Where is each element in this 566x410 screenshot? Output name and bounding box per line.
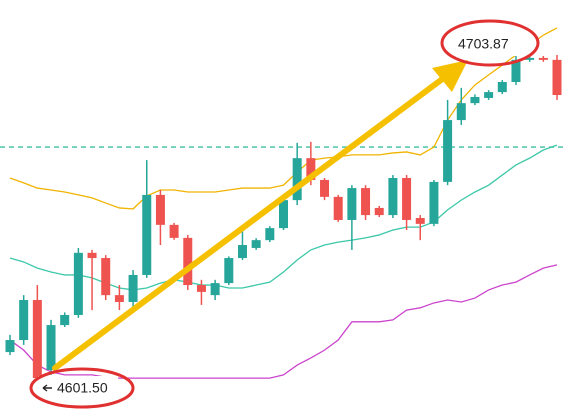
candle-body xyxy=(142,194,152,275)
candle-body xyxy=(443,120,453,182)
candle-body xyxy=(196,285,206,292)
indicator-line xyxy=(9,144,558,291)
low-label: 4601.50 xyxy=(57,380,108,396)
candle-body xyxy=(183,237,193,286)
plot xyxy=(0,27,566,380)
candle-body xyxy=(128,274,138,302)
candle-body xyxy=(210,283,220,296)
candle-body xyxy=(402,177,412,220)
candle-body xyxy=(538,57,548,60)
candle-body xyxy=(5,340,15,353)
candle-body xyxy=(19,300,29,341)
candle-body xyxy=(60,314,70,326)
candle-body xyxy=(374,207,384,216)
candle-body xyxy=(237,245,247,259)
label-bg xyxy=(450,32,536,56)
highlight-ellipse xyxy=(29,367,135,409)
candle-body xyxy=(333,196,343,220)
candle-body xyxy=(470,96,480,104)
candle-body xyxy=(497,82,507,93)
candle-body xyxy=(525,57,535,60)
candle-body xyxy=(456,103,466,121)
arrow-shaft xyxy=(52,74,448,371)
candle-body xyxy=(320,179,330,197)
candle-body xyxy=(87,252,97,259)
candle-body xyxy=(347,188,357,220)
candle-body xyxy=(46,325,56,370)
arrow-head xyxy=(432,60,468,92)
candle-body xyxy=(306,158,316,180)
candle-body xyxy=(251,240,261,248)
candle-body xyxy=(155,194,165,225)
candle-body xyxy=(224,258,234,284)
indicator-line xyxy=(9,27,558,210)
high-label: 4703.87 xyxy=(458,36,509,52)
candle-body xyxy=(511,59,521,82)
candle-body xyxy=(101,258,111,296)
candle-body xyxy=(429,181,439,224)
candle-body xyxy=(73,252,83,315)
candle-body xyxy=(292,158,302,201)
candle-body xyxy=(114,295,124,302)
candle-body xyxy=(484,92,494,98)
candle-body xyxy=(415,218,425,224)
highlight-ellipse xyxy=(440,19,540,67)
candle-body xyxy=(361,188,371,216)
candle-body xyxy=(388,177,398,216)
label-arrow xyxy=(42,384,52,392)
trend-arrow xyxy=(52,60,468,371)
candle-body xyxy=(279,200,288,229)
candle-body xyxy=(32,300,42,379)
candle-body xyxy=(169,224,179,238)
candle-body xyxy=(265,228,275,241)
candle-body xyxy=(552,59,562,96)
